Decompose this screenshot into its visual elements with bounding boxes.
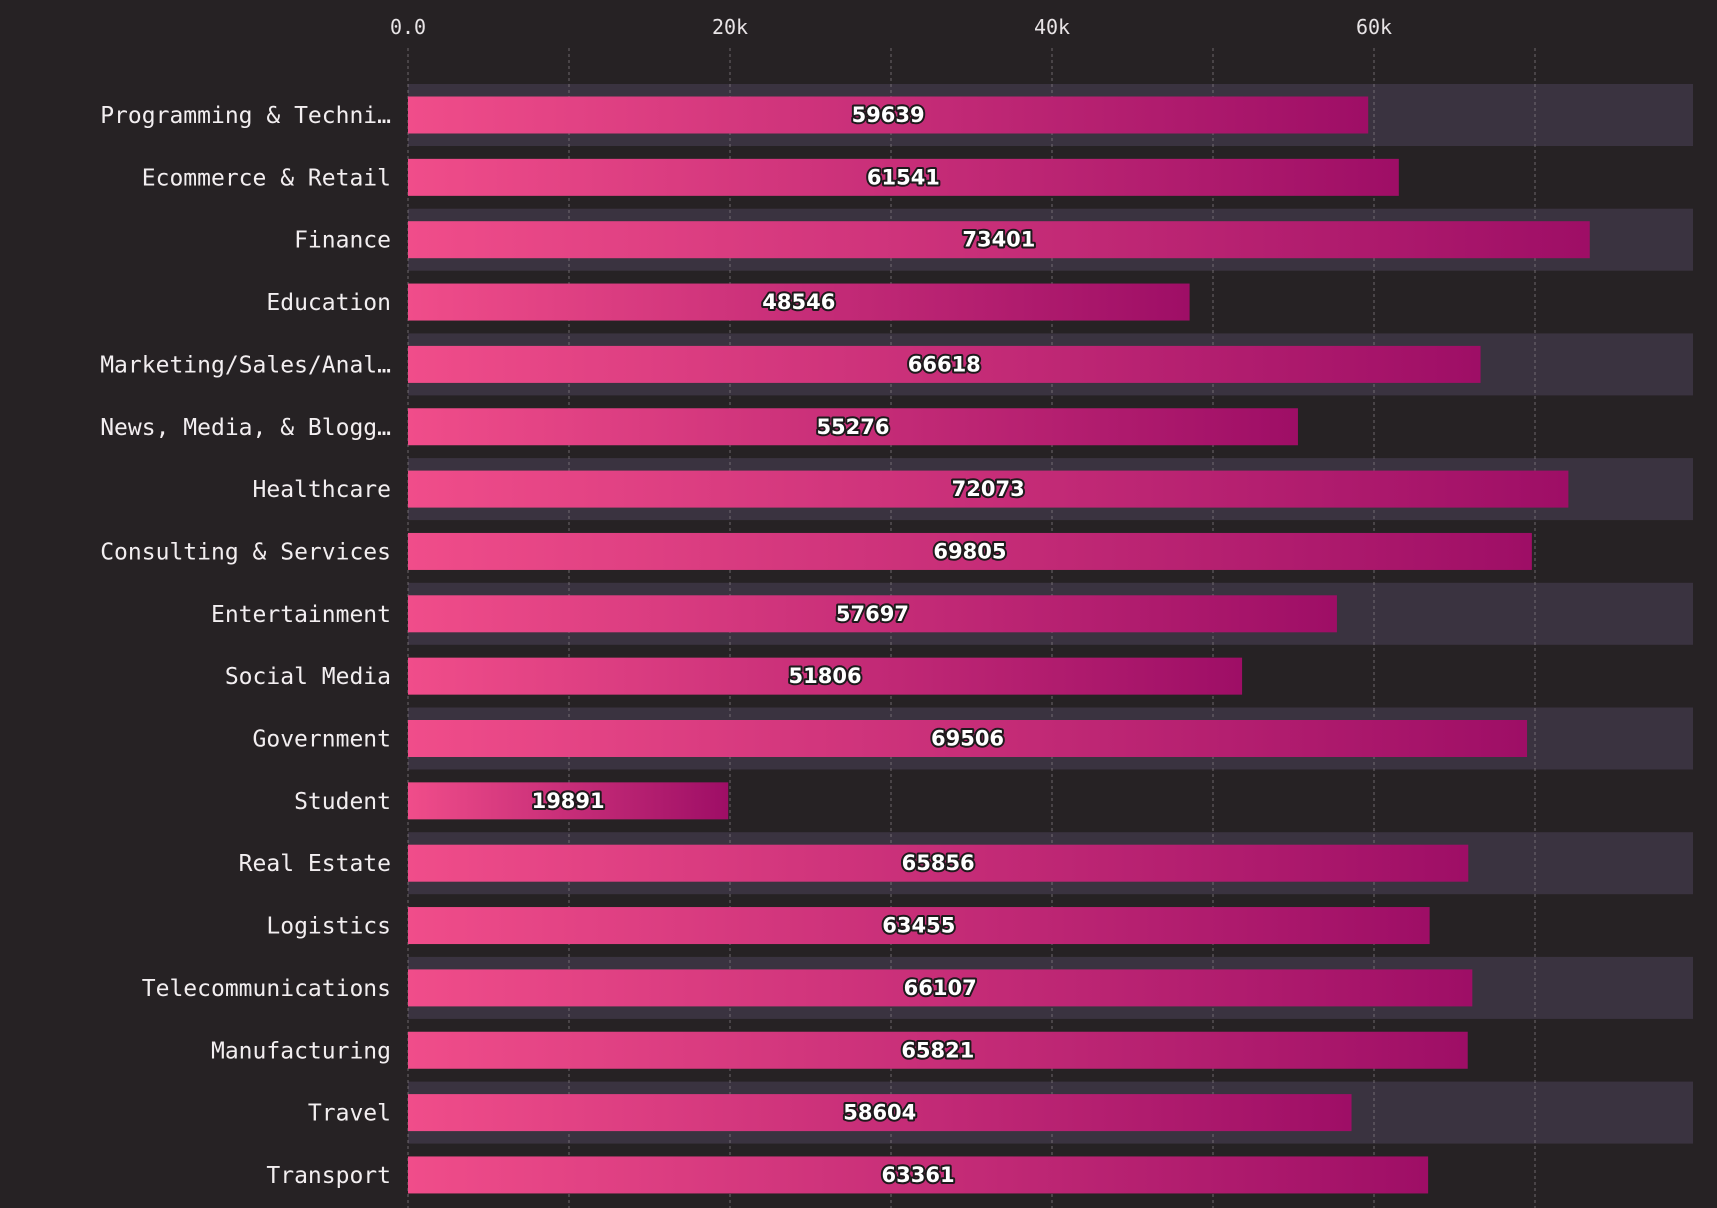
category-label: Real Estate: [239, 851, 391, 877]
bar: [408, 532, 1532, 570]
category-label: Education: [266, 290, 391, 316]
category-label: Finance: [294, 228, 391, 254]
category-label: Ecommerce & Retail: [142, 165, 391, 191]
category-label: Telecommunications: [142, 976, 391, 1002]
value-label: 66107: [904, 976, 977, 1000]
x-tick-label: 40k: [1034, 15, 1070, 39]
bar: [408, 657, 1243, 695]
value-label: 58604: [843, 1101, 916, 1125]
bar: [408, 470, 1569, 508]
value-label: 51806: [789, 664, 862, 688]
value-label: 63361: [882, 1163, 955, 1187]
value-label: 48546: [762, 290, 835, 314]
value-labels: 59639 61541 73401 48546 66618 55276 72073 69805…: [530, 101, 1038, 1189]
bar: [408, 844, 1469, 882]
bar: [408, 969, 1473, 1007]
value-label: 55276: [816, 415, 889, 439]
category-label: Logistics: [266, 914, 391, 940]
value-label: 63455: [882, 914, 955, 938]
category-label: Travel: [308, 1101, 391, 1127]
x-axis-ticks: 0.0 20k 40k 60k: [390, 15, 1392, 39]
value-label: 57697: [836, 602, 909, 626]
value-label: 59639: [852, 103, 925, 127]
bar: [408, 1156, 1429, 1194]
value-label: 19891: [532, 789, 605, 813]
value-label: 69506: [931, 727, 1004, 751]
bar: [408, 782, 729, 820]
value-label: 69805: [933, 539, 1006, 563]
bar: [408, 907, 1430, 945]
category-label: Social Media: [225, 664, 391, 690]
value-label: 73401: [962, 228, 1035, 252]
x-tick-label: 20k: [712, 15, 748, 39]
x-tick-label: 0.0: [390, 15, 426, 39]
bar: [408, 283, 1190, 321]
category-label: News, Media, & Blogg…: [100, 415, 391, 441]
category-label: Programming & Techni…: [100, 103, 391, 129]
value-label: 72073: [952, 477, 1025, 501]
bar: [408, 720, 1528, 757]
bar: [408, 221, 1590, 259]
bar: [408, 1094, 1352, 1132]
value-label: 66618: [908, 352, 981, 376]
category-label: Manufacturing: [211, 1038, 391, 1064]
category-label: Marketing/Sales/Anal…: [100, 352, 391, 378]
bar: [408, 595, 1337, 633]
value-label: 61541: [867, 165, 940, 189]
bars: [408, 96, 1590, 1194]
x-tick-label: 60k: [1356, 15, 1392, 39]
category-labels: Programming & Techni… Ecommerce & Retail F…: [100, 103, 391, 1189]
category-label: Consulting & Services: [100, 539, 391, 565]
bar: [408, 408, 1298, 446]
category-label: Transport: [266, 1163, 391, 1189]
category-label: Student: [294, 789, 391, 815]
bar: [408, 1031, 1468, 1069]
category-label: Healthcare: [253, 477, 391, 503]
category-label: Entertainment: [211, 602, 391, 628]
value-label: 65821: [901, 1038, 974, 1062]
value-label: 65856: [902, 851, 975, 875]
bar: [408, 96, 1369, 134]
category-label: Government: [253, 727, 391, 753]
bar: [408, 158, 1399, 196]
bar: [408, 345, 1481, 383]
